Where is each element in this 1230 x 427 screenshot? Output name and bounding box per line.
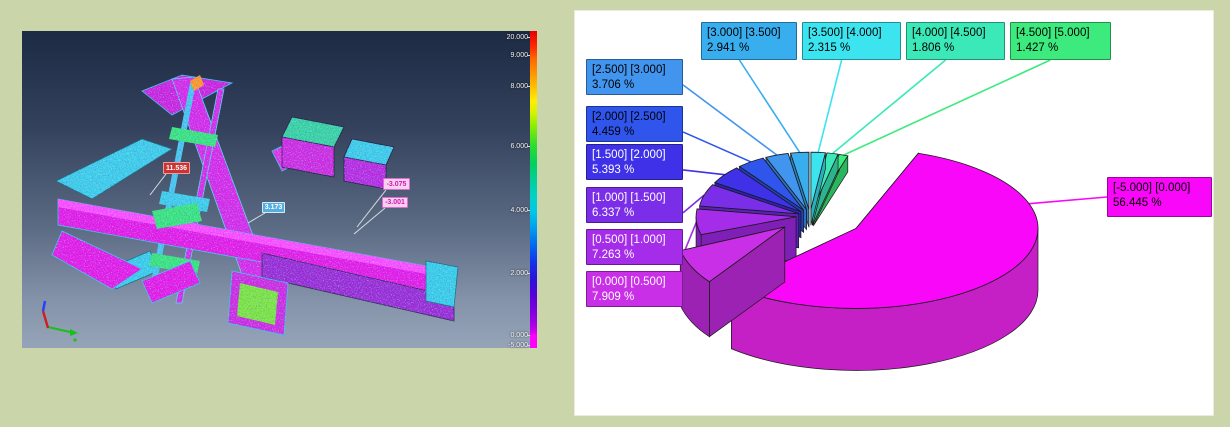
color-scale-tick-label: 4.000: [510, 207, 528, 214]
pie-slice-label: [4.500] [5.000] 1.427 %: [1010, 22, 1111, 60]
deviation-pie-chart: [679, 59, 1108, 371]
color-scale-tick-mark: [527, 273, 530, 274]
pie-slice[interactable]: [730, 152, 1039, 371]
pie-label-range: [1.500] [2.000]: [592, 149, 666, 161]
deviation-viewport-3d[interactable]: 11.536 3.173 -3.075 -3.001 20.000 9.000 8.000 6…: [22, 31, 537, 349]
pie-label-range: [2.000] [2.500]: [592, 111, 666, 123]
pie-slice-label: [0.000] [0.500] 7.909 %: [586, 271, 683, 307]
color-scale-tick-mark: [527, 86, 530, 87]
pie-slice[interactable]: [679, 226, 786, 338]
color-scale-tick-mark: [527, 210, 530, 211]
pie-label-range: [4.000] [4.500]: [912, 27, 986, 39]
pie-label-percent: 2.941 %: [707, 41, 750, 54]
pie-label-range: [3.000] [3.500]: [707, 27, 781, 39]
annotation-leader-lines: [149, 173, 387, 235]
pie-chart-panel: [-5.000] [0.000] 56.445 % [0.000] [0.500] 7…: [574, 10, 1214, 416]
color-scale-tick-label: 8.000: [510, 83, 528, 90]
color-scale-tick-label: 9.000: [510, 52, 528, 59]
pie-slices: [679, 151, 1039, 371]
pie-label-percent: 6.337 %: [592, 206, 635, 219]
pie-slice-label: [2.500] [3.000] 3.706 %: [586, 59, 683, 95]
pie-slice-label: [3.000] [3.500] 2.941 %: [701, 22, 797, 60]
color-scale-bar: [530, 31, 537, 348]
color-scale-tick-mark: [527, 345, 530, 346]
measurement-label[interactable]: -3.001: [382, 197, 408, 208]
pie-slice-label: [0.500] [1.000] 7.263 %: [586, 229, 683, 265]
axis-triad-icon: [41, 300, 78, 342]
measurement-value: 11.536: [165, 164, 188, 172]
pie-slice-label: [1.500] [2.000] 5.393 %: [586, 144, 683, 180]
pie-label-range: [1.000] [1.500]: [592, 192, 666, 204]
measurement-value: -3.075: [386, 180, 407, 188]
pie-slice[interactable]: [810, 151, 826, 226]
color-scale-tick-label: 20.000: [506, 34, 528, 41]
pie-label-range: [3.500] [4.000]: [808, 27, 882, 39]
color-scale-tick-mark: [527, 146, 530, 147]
pie-label-range: [0.500] [1.000]: [592, 234, 666, 246]
pie-label-percent: 7.909 %: [592, 290, 635, 303]
measurement-label[interactable]: -3.075: [383, 178, 410, 190]
measurement-label[interactable]: 11.536: [163, 162, 190, 174]
pie-label-percent: 7.263 %: [592, 248, 635, 261]
color-scale-tick-label: 0.000: [510, 332, 528, 339]
pie-label-percent: 1.806 %: [912, 41, 955, 54]
measurement-label[interactable]: 3.173: [262, 202, 285, 213]
pie-slice-label: [2.000] [2.500] 4.459 %: [586, 106, 683, 142]
pie-slice-label: [4.000] [4.500] 1.806 %: [906, 22, 1005, 60]
pie-label-percent: 56.445 %: [1113, 196, 1162, 209]
measurement-value: 3.173: [264, 204, 283, 211]
pie-label-range: [4.500] [5.000]: [1016, 27, 1090, 39]
pie-label-range: [0.000] [0.500]: [592, 276, 666, 288]
color-scale-tick-mark: [527, 55, 530, 56]
measurement-value: -3.001: [385, 199, 405, 206]
pie-slice-label: [3.500] [4.000] 2.315 %: [802, 22, 901, 60]
pie-label-percent: 3.706 %: [592, 78, 635, 91]
pie-label-range: [-5.000] [0.000]: [1113, 182, 1191, 194]
color-scale-tick-label: -5.000: [508, 342, 528, 349]
pie-slice-label: [-5.000] [0.000] 56.445 %: [1107, 177, 1212, 217]
pie-label-range: [2.500] [3.000]: [592, 64, 666, 76]
color-scale-tick-label: 2.000: [510, 270, 528, 277]
pie-label-percent: 4.459 %: [592, 125, 635, 138]
pie-leader-lines: [682, 59, 1108, 298]
color-scale-tick-mark: [527, 335, 530, 336]
color-scale-tick-label: 6.000: [510, 143, 528, 150]
pie-slice-label: [1.000] [1.500] 6.337 %: [586, 187, 683, 223]
color-scale-tick-mark: [527, 37, 530, 38]
pie-label-percent: 1.427 %: [1016, 41, 1059, 54]
point-cloud-model: [41, 74, 459, 342]
pie-label-percent: 2.315 %: [808, 41, 851, 54]
pie-label-percent: 5.393 %: [592, 163, 635, 176]
